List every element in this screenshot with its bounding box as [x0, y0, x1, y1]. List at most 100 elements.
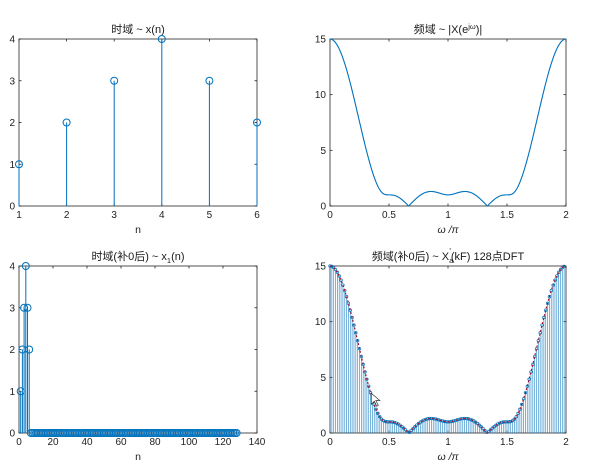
- x-tick-label: 1.5: [500, 437, 514, 448]
- dft-marker: [400, 424, 404, 429]
- dft-marker: [562, 264, 566, 269]
- y-tick-label: 1: [9, 387, 15, 398]
- axes-box: [18, 38, 258, 207]
- axes-box: [329, 38, 567, 207]
- dft-marker: [558, 267, 563, 272]
- dft-marker: [335, 270, 340, 275]
- chart-title: 时域 ~ x(n): [111, 23, 164, 36]
- x-tick-label: 5: [207, 210, 213, 221]
- x-axis-label: ω /π: [437, 451, 459, 463]
- dft-marker: [483, 428, 487, 433]
- dft-marker: [466, 417, 470, 421]
- dft-marker: [431, 416, 435, 421]
- dft-marker: [514, 415, 518, 419]
- y-tick-label: 3: [9, 76, 15, 87]
- x-tick-label: 2: [64, 210, 70, 221]
- dft-marker: [381, 419, 386, 423]
- x-tick-label: 1: [16, 210, 22, 221]
- x-tick-label: 0.5: [382, 437, 396, 448]
- dft-marker: [512, 417, 517, 421]
- y-tick-label: 2: [9, 118, 15, 129]
- y-tick-label: 0: [9, 429, 15, 440]
- y-tick-label: 5: [320, 373, 326, 384]
- dft-marker: [379, 417, 384, 421]
- dft-marker: [365, 377, 369, 381]
- chart-title: 频域(补0后) ~ Xa'(kF) 128点DFT: [372, 247, 525, 265]
- dft-marker: [409, 428, 413, 433]
- stem-marker: [21, 262, 30, 270]
- x-tick-label: 1: [445, 437, 451, 448]
- stem-marker: [232, 429, 241, 437]
- dft-marker: [479, 425, 483, 429]
- dft-marker: [556, 270, 561, 275]
- x-tick-label: 1.5: [500, 210, 514, 221]
- x-tick-label: 20: [47, 437, 59, 448]
- dft-marker: [523, 391, 528, 395]
- chart-tr: 0 0.5 1 1.5 2 0 5 10 15 ω /π 频域 ~ |X(ejω)|: [315, 22, 569, 236]
- axes-box: [18, 265, 258, 434]
- dft-marker: [378, 415, 382, 419]
- dft-marker: [490, 426, 494, 430]
- y-tick-label: 4: [9, 262, 15, 273]
- dft-marker: [332, 265, 336, 270]
- dft-marker: [481, 426, 485, 431]
- x-tick-label: 0: [16, 437, 22, 448]
- y-tick-label: 3: [9, 303, 15, 314]
- y-tick-label: 5: [320, 146, 326, 157]
- mouse-cursor-icon: [370, 392, 381, 407]
- y-tick-label: 2: [9, 345, 15, 356]
- x-tick-label: 4: [159, 210, 165, 221]
- dft-marker: [488, 428, 493, 432]
- stem-marker: [62, 118, 71, 127]
- y-tick-label: 10: [315, 90, 327, 101]
- y-tick-label: 0: [320, 429, 326, 440]
- x-tick-label: 40: [81, 437, 93, 448]
- x-tick-label: 140: [249, 437, 266, 448]
- dft-marker: [333, 267, 338, 272]
- x-tick-label: 120: [215, 437, 232, 448]
- stem-marker: [25, 345, 34, 354]
- y-tick-label: 15: [315, 262, 327, 273]
- chart-title: 频域 ~ |X(ejω)|: [414, 22, 483, 36]
- dft-marker: [411, 426, 415, 431]
- x-axis-label: n: [135, 224, 141, 236]
- x-axis-label: ω /π: [437, 224, 459, 236]
- dft-marker: [402, 426, 406, 430]
- x-tick-label: 0: [327, 437, 333, 448]
- x-tick-label: 2: [563, 210, 569, 221]
- y-tick-label: 0: [9, 202, 15, 213]
- chart-br: 0 0.5 1 1.5 2 0 5 10 15 ω /π 频域(补0后) ~ Xa'(kF) 128…: [315, 247, 569, 463]
- stem-marker: [157, 35, 166, 43]
- y-tick-label: 15: [315, 35, 327, 46]
- dft-marker: [520, 402, 524, 407]
- stem-marker: [15, 160, 23, 169]
- dtft-dashed-curve: [329, 265, 567, 434]
- dft-marker: [376, 411, 380, 416]
- dft-marker: [462, 416, 467, 421]
- dft-marker: [435, 417, 439, 422]
- x-tick-label: 1: [445, 210, 451, 221]
- stem-marker: [110, 76, 119, 85]
- chart-bl: 0 20 40 60 80 100 120 140 0 1 2 3 4 n 时域(补0后) ~ x1(n): [9, 250, 265, 463]
- stem-marker: [205, 76, 214, 85]
- y-tick-label: 1: [9, 160, 15, 171]
- x-tick-label: 0.5: [382, 210, 396, 221]
- x-tick-label: 2: [563, 437, 569, 448]
- y-tick-label: 10: [315, 317, 327, 328]
- y-tick-label: 0: [320, 202, 326, 213]
- dft-marker: [477, 423, 481, 427]
- chart-title: 时域(补0后) ~ x1(n): [91, 250, 184, 265]
- x-tick-label: 0: [327, 210, 333, 221]
- dft-marker: [405, 430, 410, 434]
- x-tick-label: 6: [254, 210, 260, 221]
- x-tick-label: 80: [149, 437, 161, 448]
- x-tick-label: 100: [181, 437, 198, 448]
- dft-marker: [486, 430, 491, 434]
- dft-marker: [413, 425, 417, 429]
- x-tick-label: 3: [111, 210, 117, 221]
- axes-box: [329, 265, 567, 434]
- stem-marker: [23, 303, 32, 312]
- y-tick-label: 4: [9, 35, 15, 46]
